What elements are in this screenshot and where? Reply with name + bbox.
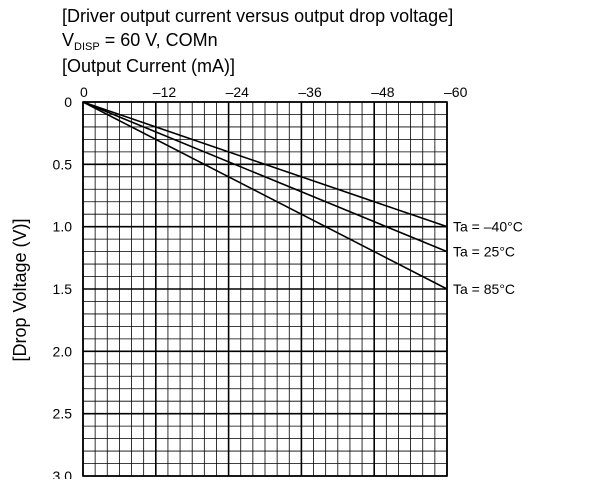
series-line (82, 101, 448, 228)
series-label: Ta = 25°C (453, 244, 515, 260)
y-tick-label: 1.5 (53, 281, 73, 297)
series-label: Ta = 85°C (453, 281, 515, 297)
x-tick-label: –24 (226, 84, 250, 100)
y-axis-label: [Drop Voltage (V)] (10, 218, 30, 361)
series-line (82, 101, 448, 290)
y-tick-label: 2.0 (53, 343, 73, 359)
x-tick-label: 0 (80, 84, 88, 100)
subtitle-part: = 60 V, COMn (100, 30, 218, 50)
series-label: Ta = –40°C (453, 219, 523, 235)
subtitle-part: V (62, 30, 74, 50)
y-tick-label: 2.5 (53, 406, 73, 422)
chart-title: [Driver output current versus output dro… (62, 6, 453, 26)
y-tick-label: 3.0 (53, 468, 73, 479)
subtitle-subscript: DISP (74, 41, 100, 53)
y-tick-label: 0.5 (53, 156, 73, 172)
x-tick-label: –36 (298, 84, 322, 100)
x-tick-label: –12 (153, 84, 177, 100)
series-line (82, 101, 448, 253)
chart-subtitle: VDISP = 60 V, COMn (62, 30, 218, 53)
y-tick-label: 0 (64, 94, 72, 110)
x-tick-label: –60 (444, 84, 468, 100)
x-axis-label: [Output Current (mA)] (62, 56, 235, 76)
x-tick-label: –48 (371, 84, 395, 100)
y-tick-label: 1.0 (53, 219, 73, 235)
